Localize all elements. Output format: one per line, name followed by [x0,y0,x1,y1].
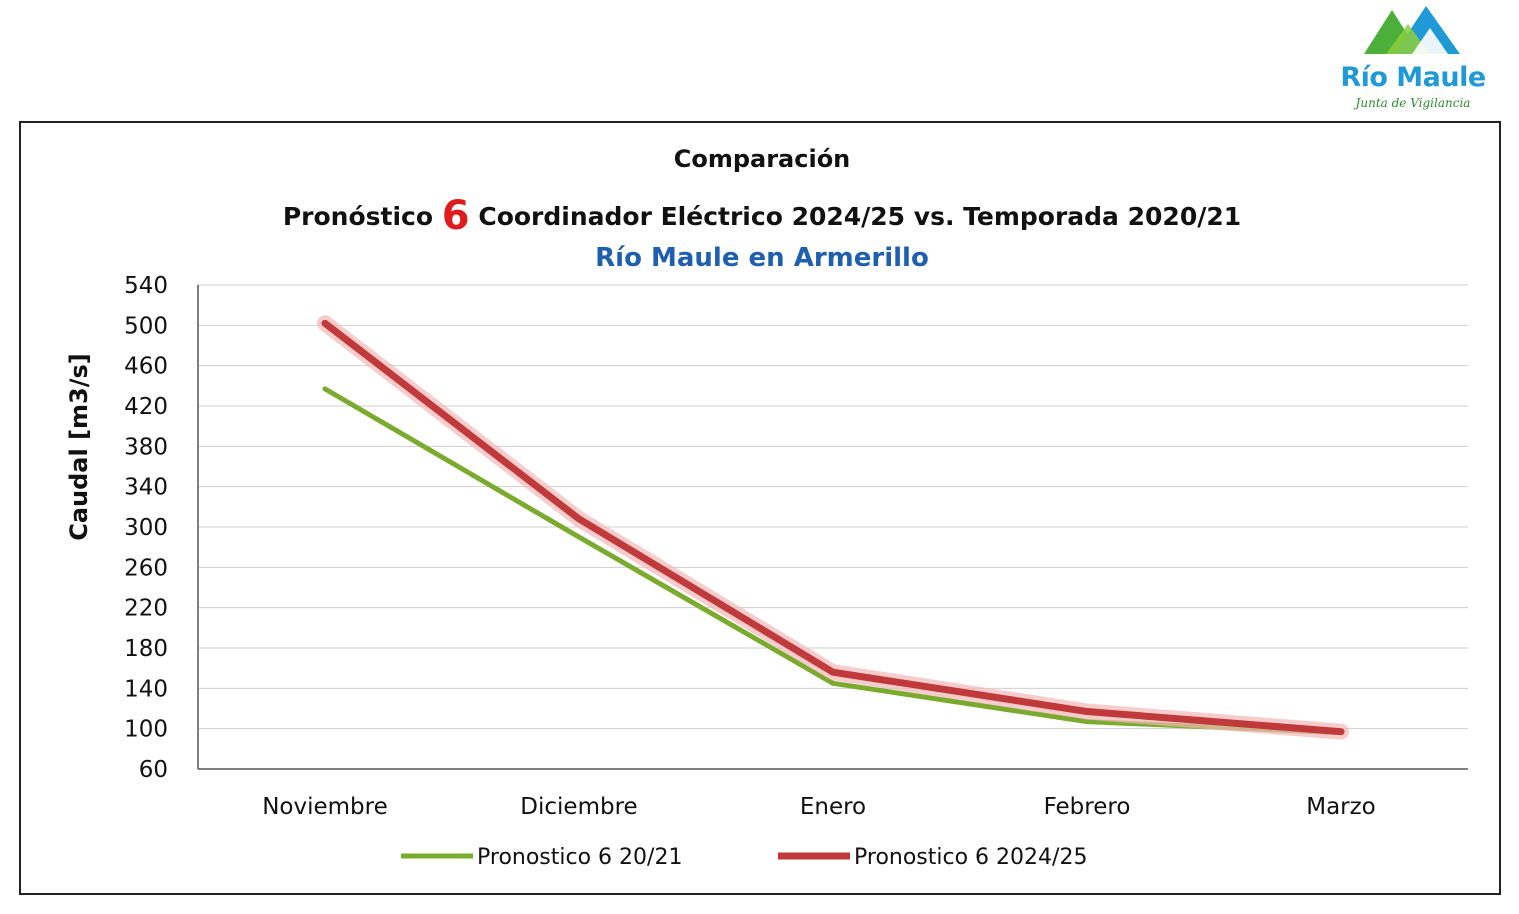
y-tick-label: 140 [124,676,168,702]
x-tick-label: Marzo [1306,794,1376,820]
rio-maule-logo: Río Maule Junta de Vigilancia [1318,4,1508,116]
logo-subtitle: Junta de Vigilancia [1355,96,1471,110]
y-tick-label: 460 [124,354,168,380]
x-tick-label: Enero [800,794,866,820]
y-tick-label: 60 [139,757,168,783]
logo-name: Río Maule [1340,62,1486,93]
x-tick-label: Noviembre [262,794,388,820]
title-pronostico: Pronóstico [282,202,434,231]
chart-title: Comparación [673,145,851,173]
y-tick-label: 380 [124,434,168,460]
chart-title-line2: Pronóstico 6 Coordinador Eléctrico 2024/… [21,193,1503,239]
y-tick-label: 100 [124,717,168,743]
title-comparison: Coordinador Eléctrico 2024/25 vs. Tempor… [478,202,1242,231]
x-tick-label: Febrero [1044,794,1131,820]
y-tick-label: 260 [124,555,168,581]
chart-frame: Comparación Pronóstico 6 Coordinador Elé… [19,121,1501,895]
x-tick-label: Diciembre [520,794,637,820]
y-tick-label: 500 [124,313,168,339]
series-line-2 [321,319,1345,736]
legend-entry: Pronostico 6 2024/25 [854,845,1087,870]
y-tick-label: 180 [124,636,168,662]
title-number: 6 [441,193,470,239]
y-tick-label: 220 [124,596,168,622]
y-tick-label: 420 [124,394,168,420]
line-chart: 60 100 140 180 220 260 300 340 380 420 460 500 540 No… [65,273,1468,870]
y-tick-label: 300 [124,515,168,541]
legend-entry: Pronostico 6 20/21 [477,845,682,870]
y-tick-label: 340 [124,475,168,501]
chart-subtitle: Río Maule en Armerillo [595,243,929,273]
y-tick-label: 540 [124,273,168,299]
y-axis-label: Caudal [m3/s] [65,353,93,541]
mountain-logo-icon [1364,6,1460,54]
